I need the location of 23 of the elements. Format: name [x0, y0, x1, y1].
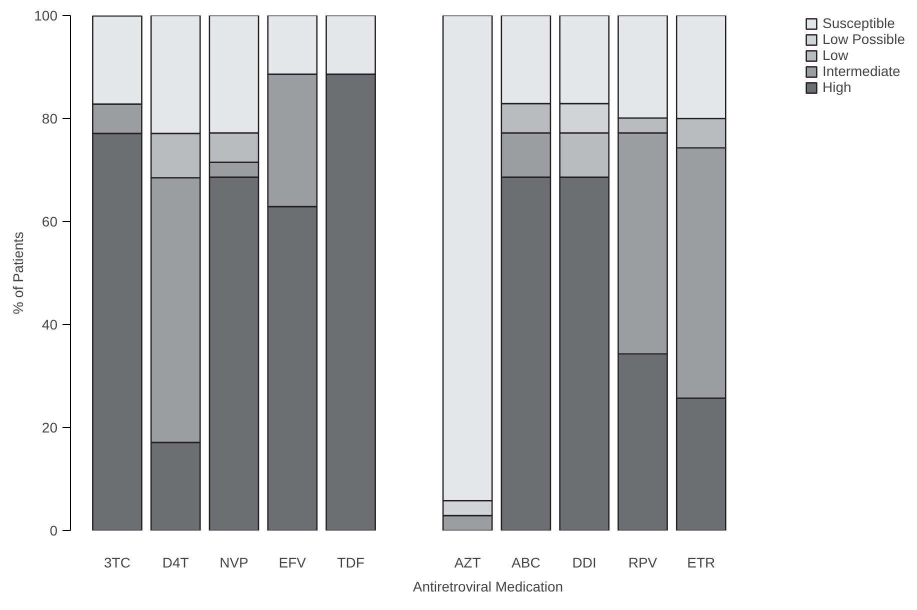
x-tick-label: TDF: [337, 554, 364, 570]
y-tick-label: 60: [42, 214, 58, 230]
x-tick-label: EFV: [278, 554, 307, 570]
x-tick-label: AZT: [454, 554, 482, 570]
y-tick-label: 0: [50, 522, 58, 538]
x-tick-label: DDI: [572, 554, 596, 570]
x-tick-label: NVP: [220, 554, 248, 570]
legend-label: Susceptible: [822, 15, 895, 31]
x-tick-label: 3TC: [104, 554, 130, 570]
x-tick-label: ABC: [512, 554, 540, 570]
y-tick-label: 80: [42, 110, 58, 126]
x-tick-label: RPV: [628, 554, 658, 570]
y-tick-label: 20: [42, 420, 58, 436]
legend-label: Intermediate: [822, 63, 900, 79]
legend-label: Low Possible: [822, 31, 905, 47]
x-tick-label: D4T: [162, 554, 190, 570]
y-tick-label: 100: [34, 8, 58, 24]
x-axis-title: Antiretroviral Medication: [412, 578, 564, 594]
y-axis-title: % of Patients: [10, 232, 26, 314]
x-tick-label: ETR: [687, 554, 716, 570]
legend-label: High: [822, 79, 852, 95]
y-tick-label: 40: [42, 316, 58, 332]
legend-label: Low: [822, 47, 848, 63]
